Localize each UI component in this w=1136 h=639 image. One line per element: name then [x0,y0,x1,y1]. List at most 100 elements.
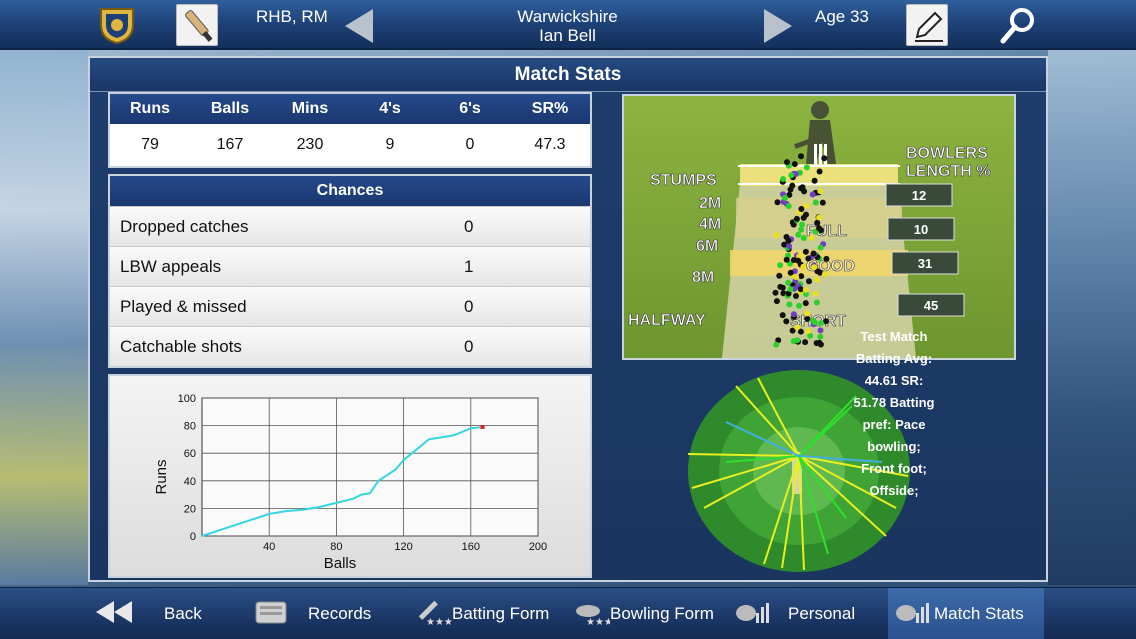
ball-pitch-dot [799,221,806,228]
ball-pitch-dot [811,264,818,271]
ball-pitch-dot [813,299,820,306]
label-bowlers: BOWLERS [906,145,988,162]
ball-pitch-dot [785,203,792,210]
ball-pitch-dot [821,271,828,278]
summary-line: bowling; [867,439,921,454]
nav-match-stats[interactable]: Match Stats [888,588,1044,639]
ball-pitch-dot [811,319,818,326]
ball-pitch-dot [803,202,810,209]
chance-label: LBW appeals [120,257,222,276]
ball-pitch-dot [800,263,807,270]
ball-pitch-dot [797,286,804,293]
length-pct-stumps: 12 [912,188,926,203]
search-icon[interactable] [996,4,1040,48]
x-tick-label: 200 [529,541,547,553]
shot-lines [687,377,909,571]
ball-pitch-dot [776,272,783,279]
ball-pitch-dot [789,182,796,189]
ball-pitch-dot [786,301,793,308]
y-tick-label: 0 [190,531,196,543]
bat-icon[interactable] [176,4,218,46]
ball-pitch-dot [783,318,790,325]
summary-line: Front foot; [861,461,927,476]
ball-pitch-dot [787,260,793,267]
ball-pitch-dot [805,328,812,334]
ball-pitch-dot [816,168,823,175]
nav-bowling-form[interactable]: ★★★ Bowling Form [574,588,724,639]
ball-pitch-dot [777,283,784,290]
ball-pitch-dot [817,341,824,348]
plot-area [201,397,539,537]
summary-line: Offside; [869,483,919,498]
ball-pitch-dot [814,219,821,226]
y-axis-label: Runs [153,459,170,494]
stats-header-sr: SR% [531,100,569,117]
ball-pitch-dot [791,161,798,168]
batsman-silhouette-icon [794,101,836,164]
nav-batting-form[interactable]: ★★★ Batting Form [412,588,562,639]
team-name: Warwickshire [517,7,618,26]
ball-pitch-dot [796,253,803,260]
ball-pitch-dot [811,177,818,184]
ball-pitch-dot [795,257,802,264]
pitch-map: STUMPS 2M 4M 6M 8M HALFWAY BOWLERS LENGT… [622,94,1016,360]
stats-header-mins: Mins [291,100,329,117]
y-tick-label: 20 [184,503,196,515]
chance-value: 1 [464,257,474,276]
ball-pitch-dot [803,211,809,218]
stats-sixes: 0 [465,136,475,153]
ball-pitch-dot [816,225,823,232]
ball-pitch-dot [797,328,804,335]
ball-pitch-dot [819,199,826,206]
length-pct-short: 45 [924,298,938,313]
ball-pitch-dot [823,255,830,262]
team-badge-icon[interactable] [97,5,137,45]
player-style: RHB, RM [256,7,328,26]
ball-pitch-dot [805,255,812,262]
nav-back[interactable]: Back [94,588,234,639]
chance-label: Catchable shots [120,337,242,356]
ball-pitch-dot [806,278,812,285]
ball-pitch-dot [808,235,815,241]
ball-pitch-dot [817,244,824,251]
ball-pitch-dot [793,274,800,280]
ball-pitch-dot [774,199,781,206]
ball-pitch-dot [775,337,782,344]
ball-pitch-dot [779,312,786,319]
label-2m: 2M [699,195,721,212]
chances-table: Chances Dropped catches 0 LBW appeals 1 … [108,174,592,368]
runs-progression-chart: 40 80 120 160 200 0 20 40 60 80 100 Balls Runs [108,374,592,578]
nav-personal[interactable]: Personal [734,588,874,639]
previous-player-arrow-icon[interactable] [345,9,373,43]
personal-chart-icon [734,599,774,630]
batting-form-icon: ★★★ [412,599,453,630]
x-tick-label: 40 [263,541,275,553]
stats-balls: 167 [216,136,244,153]
stats-sr: 47.3 [534,136,566,153]
ball-pitch-dot [781,241,788,248]
ball-pitch-dot [799,184,806,191]
ball-pitch-dot [783,234,790,240]
pencil-icon[interactable] [906,4,948,46]
zone-stumps [740,164,898,186]
ball-pitch-dot [782,194,789,201]
ball-pitch-dot [803,164,810,171]
ball-pitch-dot [814,268,821,275]
stats-mins: 230 [296,136,324,153]
match-stats-chart-icon [894,599,934,630]
chance-value: 0 [464,337,474,356]
nav-records[interactable]: Records [254,588,394,639]
wagon-wheel [686,368,912,574]
stats-header-sixes: 6's [459,100,481,117]
pitch-map-svg: STUMPS 2M 4M 6M 8M HALFWAY BOWLERS LENGT… [624,96,1014,358]
y-tick-label: 40 [184,476,196,488]
ball-pitch-dot [777,262,784,269]
nav-match-stats-label: Match Stats [934,604,1024,623]
x-axis-label: Balls [324,555,357,572]
ball-pitch-dot [817,188,824,195]
ball-pitch-dot [783,256,790,263]
ball-pitch-dot [807,332,814,339]
player-age: Age 33 [815,7,869,26]
ball-pitch-dot [788,172,795,179]
next-player-arrow-icon[interactable] [764,9,792,43]
